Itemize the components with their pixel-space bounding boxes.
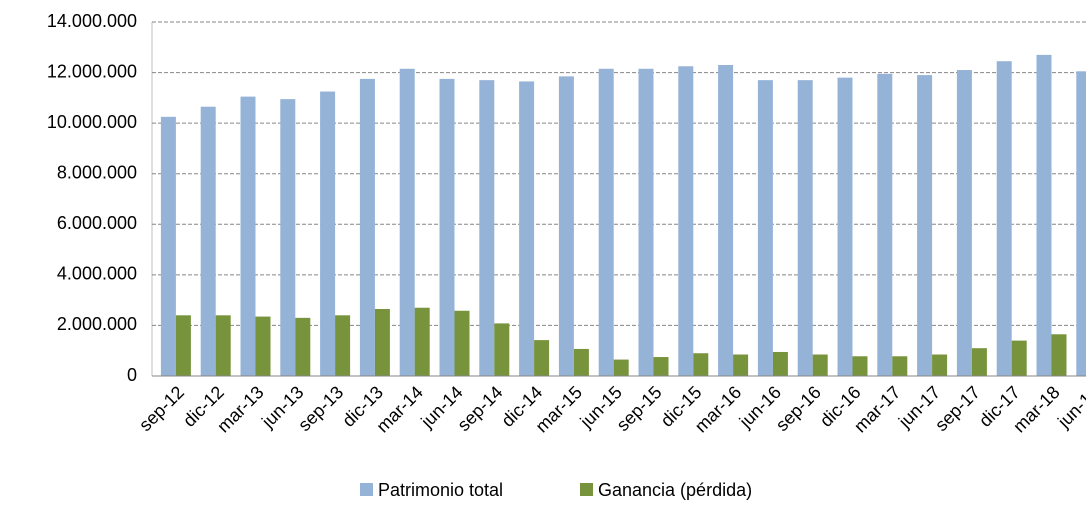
bar xyxy=(772,351,788,376)
bar xyxy=(638,68,654,377)
bar xyxy=(454,310,470,376)
bar xyxy=(996,61,1012,376)
y-tick-label: 6.000.000 xyxy=(57,213,137,233)
y-tick-label: 0 xyxy=(127,365,137,385)
x-tick-label: sep-16 xyxy=(772,382,825,435)
bar xyxy=(439,78,455,377)
bar xyxy=(215,315,231,376)
bar xyxy=(613,359,629,376)
bar xyxy=(1011,340,1027,376)
legend-label: Ganancia (pérdida) xyxy=(598,480,752,500)
bar xyxy=(414,307,430,376)
bar xyxy=(797,80,813,377)
bar xyxy=(733,354,749,376)
bar xyxy=(693,353,709,376)
x-tick-label: jun-18 xyxy=(1053,382,1086,432)
y-tick-label: 4.000.000 xyxy=(57,264,137,284)
bar xyxy=(479,80,495,377)
bar xyxy=(1076,71,1086,377)
bar xyxy=(718,64,734,376)
bar xyxy=(812,354,828,376)
bar xyxy=(678,66,694,376)
x-tick-label: sep-14 xyxy=(453,382,506,435)
bar xyxy=(240,96,256,376)
bar xyxy=(956,70,972,377)
bar xyxy=(598,68,614,377)
bar xyxy=(1051,334,1067,376)
bar xyxy=(892,356,908,376)
bar xyxy=(837,77,853,376)
x-tick-label: sep-17 xyxy=(931,382,984,435)
y-tick-label: 10.000.000 xyxy=(47,112,137,132)
x-tick-label: sep-13 xyxy=(294,382,347,435)
bar xyxy=(558,76,574,376)
bar xyxy=(932,354,948,376)
y-tick-label: 12.000.000 xyxy=(47,61,137,81)
bar xyxy=(280,99,296,376)
bar xyxy=(877,73,893,376)
bar xyxy=(255,316,271,376)
bar xyxy=(295,317,311,376)
bar xyxy=(494,323,510,376)
legend-swatch xyxy=(360,483,373,496)
bar xyxy=(335,315,351,376)
x-tick-label: sep-12 xyxy=(135,382,188,435)
bar xyxy=(534,340,550,376)
bar xyxy=(971,348,987,376)
bar xyxy=(852,356,868,376)
bar xyxy=(399,68,415,377)
y-tick-label: 14.000.000 xyxy=(47,11,137,31)
bar xyxy=(757,80,773,377)
bar xyxy=(200,106,216,376)
bar xyxy=(160,116,176,377)
bar xyxy=(519,81,535,377)
bar xyxy=(917,75,933,376)
bar xyxy=(573,348,589,376)
x-tick-label: sep-15 xyxy=(613,382,666,435)
bar xyxy=(320,91,336,377)
legend-swatch xyxy=(580,483,593,496)
bar xyxy=(374,308,390,376)
bar xyxy=(175,315,191,376)
bar xyxy=(359,78,375,377)
y-tick-label: 8.000.000 xyxy=(57,162,137,182)
y-tick-label: 2.000.000 xyxy=(57,314,137,334)
bar xyxy=(1036,54,1052,376)
bar xyxy=(653,357,669,376)
legend-label: Patrimonio total xyxy=(378,480,503,500)
